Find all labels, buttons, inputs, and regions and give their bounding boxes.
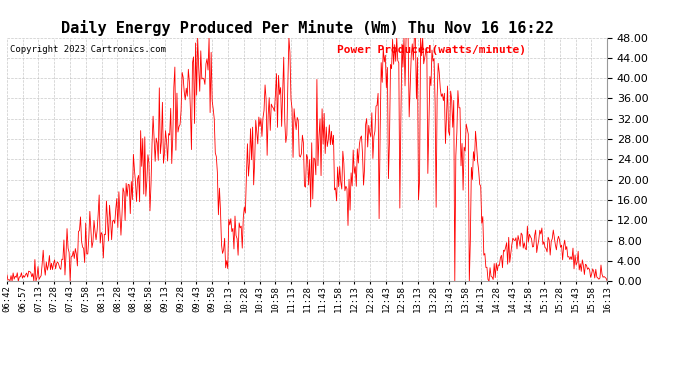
Text: Power Produced(watts/minute): Power Produced(watts/minute): [337, 45, 526, 55]
Title: Daily Energy Produced Per Minute (Wm) Thu Nov 16 16:22: Daily Energy Produced Per Minute (Wm) Th…: [61, 20, 553, 36]
Text: Copyright 2023 Cartronics.com: Copyright 2023 Cartronics.com: [10, 45, 166, 54]
